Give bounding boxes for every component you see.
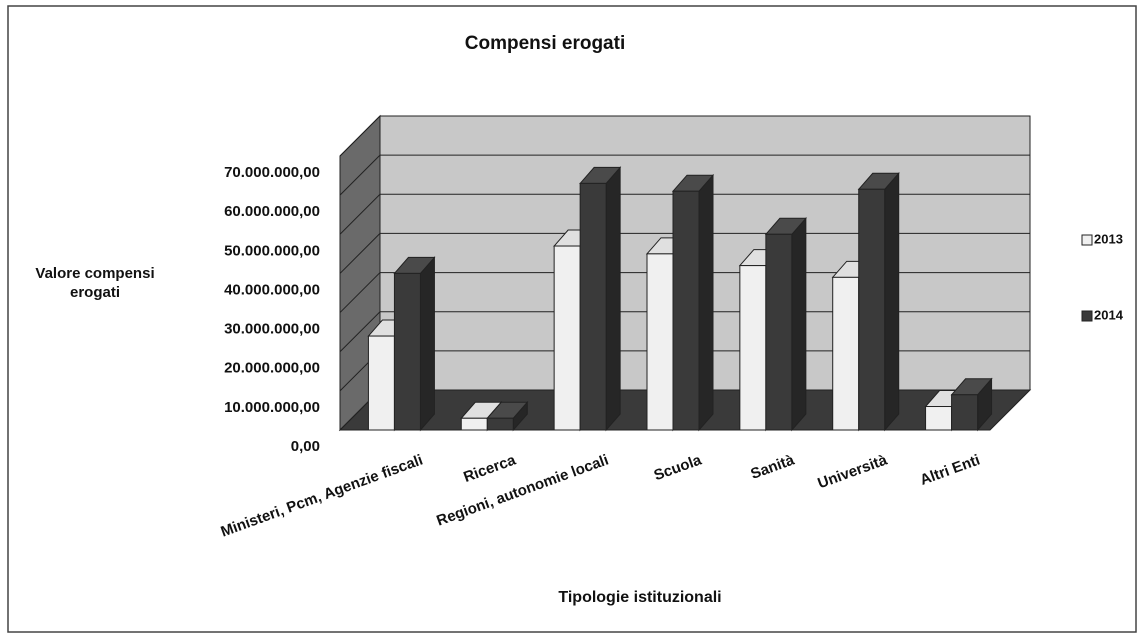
bar-front [367,335,395,431]
bar [486,400,529,432]
y-tick-label: 0,00 [291,438,320,455]
bar-front [832,276,860,431]
bar-front [486,417,514,431]
grid-line [339,154,1030,196]
y-tick-label: 50.000.000,00 [224,242,320,259]
bar-front [672,190,700,431]
bar-front [951,394,979,431]
x-axis-title: Tipologie istituzionali [558,589,721,606]
bar-front [646,253,674,431]
bar [857,171,900,432]
bar [764,216,807,432]
grid-line [339,272,1030,313]
grid-line [339,115,1030,157]
y-tick-label: 10.000.000,00 [224,399,320,416]
grid-line [339,311,1030,353]
bar-front [553,245,581,431]
bar-front [460,417,488,431]
legend-label: 2014 [1094,307,1124,322]
grid-line [339,193,1030,235]
bar-side [698,173,714,432]
y-tick-label: 20.000.000,00 [224,360,320,377]
bar-front [393,272,421,431]
bar-side [605,166,621,432]
y-tick-label: 40.000.000,00 [224,281,320,298]
bar [950,377,993,432]
bar-side [791,216,807,432]
legend-swatch [1081,234,1093,246]
y-tick-label: 70.000.000,00 [224,164,320,181]
bar [579,166,622,432]
bar-side [419,256,435,432]
bar-front [579,182,607,431]
bar-front [765,233,793,431]
bar-front [925,406,953,431]
legend-label: 2013 [1094,231,1123,246]
chart-title: Compensi erogati [465,33,625,54]
y-tick-label: 60.000.000,00 [224,203,320,220]
bar [671,173,715,432]
legend-swatch [1081,310,1093,322]
grid-line [339,232,1030,274]
y-tick-label: 30.000.000,00 [224,321,320,338]
bar-side [884,171,900,432]
y-axis-title: Valore compensi erogati [35,265,155,301]
bar-front [739,265,767,431]
bar [393,256,436,432]
bar-front [858,188,886,431]
